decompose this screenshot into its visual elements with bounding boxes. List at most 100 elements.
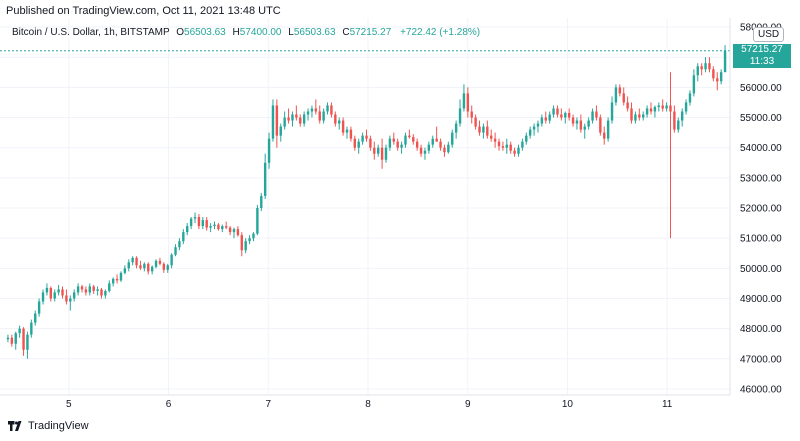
candle-body <box>178 241 181 248</box>
candle-body <box>123 268 127 273</box>
chart-grid <box>0 18 730 395</box>
candle-body <box>111 278 115 284</box>
candle-body <box>638 114 641 118</box>
close-label: C <box>342 27 350 38</box>
candle-body <box>322 111 325 121</box>
candle-body <box>271 105 275 139</box>
candle-body <box>384 147 388 160</box>
candle-body <box>684 102 688 112</box>
candle-body <box>92 286 95 291</box>
candle-body <box>404 135 407 145</box>
candle-body <box>431 138 434 145</box>
candle-body <box>108 283 111 291</box>
candle-body <box>295 114 298 118</box>
candle-body <box>564 113 567 118</box>
y-tick-label: 53000.00 <box>740 173 782 184</box>
price-axis[interactable]: 58000.0057000.0056000.0055000.0054000.00… <box>740 23 782 396</box>
candle-body <box>283 117 286 127</box>
candle-body <box>314 108 318 112</box>
footer-branding[interactable]: TradingView <box>8 420 89 432</box>
candle-body <box>466 93 470 112</box>
candle-body <box>158 260 162 264</box>
candle-body <box>22 328 25 350</box>
candle-body <box>326 105 329 112</box>
candle-body <box>493 138 497 142</box>
high-label: H <box>232 27 240 38</box>
candle-body <box>30 322 33 335</box>
candle-body <box>240 235 243 251</box>
candle-body <box>427 144 431 151</box>
candle-body <box>528 129 532 136</box>
footer-brand-text: TradingView <box>28 420 89 432</box>
y-tick-label: 52000.00 <box>740 204 782 215</box>
candle-body <box>603 132 606 139</box>
candle-body <box>712 69 715 79</box>
candle-body <box>248 238 251 242</box>
candle-body <box>490 135 493 139</box>
candle-body <box>119 272 123 281</box>
y-tick-label: 48000.00 <box>740 324 782 335</box>
candle-body <box>513 150 516 154</box>
candle-body <box>458 108 462 124</box>
candle-body <box>213 224 216 227</box>
candle-body <box>80 286 84 290</box>
y-tick-label: 47000.00 <box>740 354 782 365</box>
candle-body <box>415 141 419 148</box>
candle-body <box>486 126 489 136</box>
candle-body <box>408 135 411 138</box>
candle-body <box>18 328 21 334</box>
candle-body <box>26 334 29 350</box>
candle-body <box>150 266 154 272</box>
candle-body <box>10 337 14 344</box>
candle-body <box>154 260 158 267</box>
candle-body <box>34 313 37 323</box>
candle-body <box>353 138 357 148</box>
candle-body <box>221 226 224 230</box>
candle-body <box>182 232 185 242</box>
candle-body <box>291 114 294 121</box>
candle-body <box>53 292 56 299</box>
candle-body <box>57 289 60 293</box>
candle-body <box>275 105 279 136</box>
candle-body <box>470 111 473 118</box>
candle-body <box>100 289 103 296</box>
time-axis[interactable]: 5 6 7 8 9 10 11 <box>66 399 673 410</box>
candle-body <box>357 141 360 148</box>
candle-body <box>439 141 442 148</box>
candle-body <box>104 290 107 296</box>
candle-body <box>193 217 197 219</box>
candle-body <box>84 289 88 293</box>
candle-body <box>49 287 53 299</box>
candle-body <box>482 126 485 133</box>
candle-body <box>680 111 684 121</box>
symbol-title: Bitcoin / U.S. Dollar, 1h, BITSTAMP <box>12 27 170 38</box>
candle-body <box>201 220 205 227</box>
candle-body <box>287 117 290 121</box>
change-value: +722.42 (+1.28%) <box>400 27 481 38</box>
candle-body <box>669 105 672 112</box>
candle-body <box>373 147 376 154</box>
candle-body <box>552 108 555 115</box>
candle-body <box>591 111 594 121</box>
candle-body <box>279 126 282 136</box>
candle-body <box>478 126 481 133</box>
candle-body <box>556 108 559 115</box>
bar-countdown: 11:33 <box>749 55 775 67</box>
candle-body <box>131 257 134 263</box>
candle-body <box>653 106 657 112</box>
currency-button[interactable]: USD <box>753 27 785 42</box>
candle-body <box>665 105 668 109</box>
candle-body <box>723 50 727 73</box>
candle-body <box>606 120 610 139</box>
candle-body <box>435 138 438 142</box>
candle-body <box>14 333 17 344</box>
candle-body <box>6 337 10 340</box>
candle-body <box>205 220 208 228</box>
candle-body <box>692 75 696 94</box>
candle-body <box>532 126 536 130</box>
candle-body <box>166 265 169 270</box>
candle-body <box>497 141 501 147</box>
candle-body <box>267 138 271 163</box>
candle-body <box>626 102 629 109</box>
